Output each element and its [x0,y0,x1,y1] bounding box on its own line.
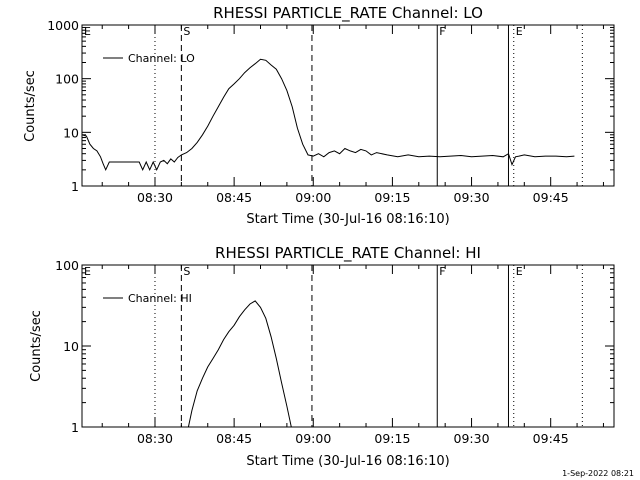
chart-hi-frame [81,264,615,428]
chart-lo-y-tick-label: 10 [63,125,79,140]
chart-hi-title: RHESSI PARTICLE_RATE Channel: HI [215,244,481,263]
chart-lo-x-tick-label: 09:30 [454,190,490,205]
chart-hi-marker-label: E [84,265,91,278]
chart-lo-series-line [81,58,575,172]
chart-hi-y-tick-label: 100 [55,258,79,273]
chart-lo-y-tick-label: 1 [71,179,79,194]
chart-lo-x-tick-label: 09:00 [295,190,331,205]
chart-hi-x-tick-label: 09:45 [533,431,569,446]
chart-lo-marker-label: S [183,25,190,38]
chart-hi-xlabel: Start Time (30-Jul-16 08:16:10) [246,454,449,469]
chart-hi-ylabel: Counts/sec [29,310,44,382]
chart-hi: RHESSI PARTICLE_RATE Channel: HI 110100 … [29,244,615,469]
chart-lo-marker-label: E [84,25,91,38]
chart-hi-series-line [187,300,292,428]
footer-timestamp: 1-Sep-2022 08:21 [562,469,634,478]
chart-hi-y-tick-label: 10 [63,339,79,354]
chart-lo-xlabel: Start Time (30-Jul-16 08:16:10) [246,212,449,227]
chart-lo-ylabel: Counts/sec [23,70,38,142]
chart-lo-x-tick-label: 08:45 [216,190,252,205]
chart-hi-x-tick-label: 08:30 [137,431,173,446]
chart-hi-marker-label: S [183,265,190,278]
chart-lo-y-tick-label: 1000 [47,18,79,33]
chart-lo-marker-label: F [439,25,445,38]
chart-lo-x-tick-label: 09:15 [374,190,410,205]
chart-lo: RHESSI PARTICLE_RATE Channel: LO 1 10 100 1… [23,4,615,227]
chart-lo-x-tick-label: 09:45 [533,190,569,205]
chart-hi-x-tick-label: 09:30 [454,431,490,446]
chart-lo-marker-label: E [516,25,523,38]
chart-hi-x-tick-label: 09:15 [374,431,410,446]
chart-lo-x-tick-label: 08:30 [137,190,173,205]
chart-hi-y-tick-label: 1 [71,420,79,435]
chart-lo-title: RHESSI PARTICLE_RATE Channel: LO [213,4,483,23]
chart-hi-marker-label: E [516,265,523,278]
chart-lo-y-tick-label: 100 [55,72,79,87]
chart-hi-x-tick-label: 09:00 [295,431,331,446]
chart-lo-legend-label: Channel: LO [128,52,195,65]
chart-hi-x-tick-label: 08:45 [216,431,252,446]
chart-hi-legend-label: Channel: HI [128,292,192,305]
chart-hi-marker-label: F [439,265,445,278]
